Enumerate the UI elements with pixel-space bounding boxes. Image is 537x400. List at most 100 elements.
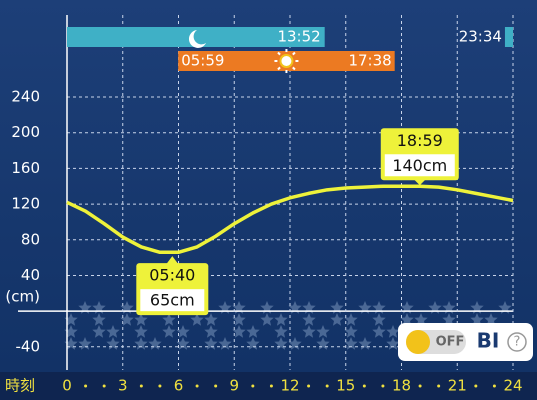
extreme-time: 05:40 [149, 266, 195, 285]
help-icon[interactable]: ? [514, 335, 521, 350]
star [134, 337, 148, 350]
star [274, 313, 288, 326]
tick-dot [158, 384, 162, 388]
tick-dot [437, 384, 441, 388]
star [204, 313, 218, 326]
y-tick-label: -40 [16, 337, 41, 355]
star [372, 313, 386, 326]
star [344, 313, 358, 326]
tick-dot [474, 384, 478, 388]
star [106, 325, 120, 338]
star [92, 313, 106, 326]
star [204, 325, 218, 338]
extreme-height: 65cm [150, 291, 195, 310]
x-tick-label: 21 [448, 377, 467, 395]
star [302, 313, 316, 326]
tick-dot [362, 384, 366, 388]
star [386, 337, 400, 350]
star [302, 325, 316, 338]
sun-ray [292, 51, 296, 56]
star [330, 313, 344, 326]
tick-dot [102, 384, 106, 388]
star [386, 325, 400, 338]
x-tick-label: 9 [229, 377, 239, 395]
moon-set-time: 13:52 [277, 28, 320, 46]
star [246, 325, 260, 338]
y-tick-label: 240 [11, 88, 40, 106]
x-tick-label: 18 [392, 377, 411, 395]
toggle-knob [406, 330, 430, 354]
star [260, 313, 274, 326]
star [442, 313, 456, 326]
callout-pointer [166, 256, 179, 265]
sunset-time: 17:38 [348, 52, 391, 70]
sun-ray [277, 66, 281, 71]
x-tick-label: 24 [503, 377, 522, 395]
star [232, 325, 246, 338]
x-tick-label: 15 [336, 377, 355, 395]
moon-rise-time: 23:34 [459, 28, 502, 46]
sun-moon-bars: 13:52 23:34 05:59 17:38 [67, 27, 513, 73]
y-tick-label: 200 [11, 123, 40, 141]
star [316, 325, 330, 338]
star [274, 325, 288, 338]
help-circle[interactable] [507, 332, 527, 352]
callout-pointer [413, 179, 426, 186]
annotations: 05:40 65cm 18:59 140cm [136, 128, 459, 316]
tick-dot [195, 384, 199, 388]
tick-dot [325, 384, 329, 388]
extreme-height: 140cm [392, 156, 447, 175]
toggle-label: BI [477, 329, 500, 353]
tick-dot [381, 384, 385, 388]
star [484, 313, 498, 326]
toggle-state: OFF [436, 335, 465, 350]
star [400, 313, 414, 326]
series [66, 184, 514, 255]
star [176, 325, 190, 338]
x-tick-label: 6 [174, 377, 184, 395]
footer-bar [0, 372, 537, 400]
x-tick-label: 12 [280, 377, 299, 395]
y-tick-label: 160 [11, 159, 40, 177]
star [218, 337, 232, 350]
callout-inner [140, 289, 205, 312]
sun-icon [279, 54, 294, 68]
star [134, 325, 148, 338]
star [176, 337, 190, 350]
tick-dot [214, 384, 218, 388]
tick-dot [307, 384, 311, 388]
callout-inner [384, 154, 455, 177]
x-tick-label: 3 [118, 377, 128, 395]
x-axis-label: 時刻 [5, 377, 35, 395]
star [470, 313, 484, 326]
tick-dot [139, 384, 143, 388]
moon-bar [67, 27, 325, 47]
star [162, 313, 176, 326]
star [414, 313, 428, 326]
moon-icon [188, 30, 206, 48]
bi-toggle[interactable]: OFF BI ? [398, 323, 533, 361]
tick-dot [84, 384, 88, 388]
tick-dot [269, 384, 273, 388]
sunrise-time: 05:59 [181, 52, 224, 70]
star [344, 325, 358, 338]
y-tick-label: 120 [11, 195, 40, 213]
moon-bar [504, 27, 513, 47]
extreme-time: 18:59 [397, 131, 443, 150]
star [344, 337, 358, 350]
tick-dot [251, 384, 255, 388]
star [162, 325, 176, 338]
sun-ray [277, 51, 281, 56]
x-tick-label: 0 [62, 377, 72, 395]
star [134, 313, 148, 326]
tide-line [66, 184, 514, 255]
star [372, 325, 386, 338]
star [232, 313, 246, 326]
star [92, 325, 106, 338]
y-tick-label: 80 [21, 230, 40, 248]
star [120, 313, 134, 326]
sun-ray [292, 66, 296, 71]
tick-dot [418, 384, 422, 388]
